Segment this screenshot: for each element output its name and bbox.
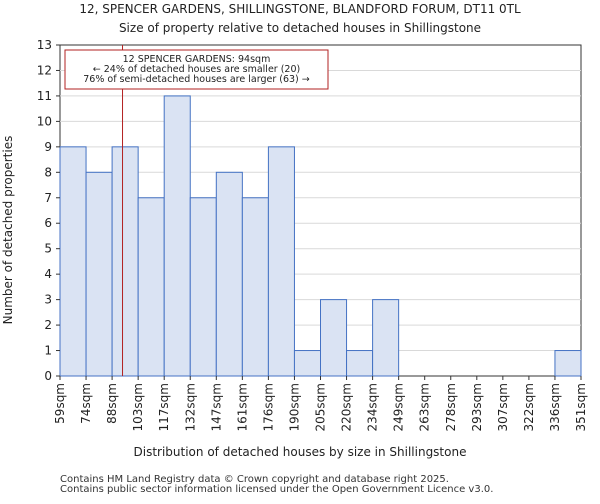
- y-tick-label: 0: [44, 369, 52, 383]
- x-tick-label: 74sqm: [79, 383, 93, 424]
- y-tick-label: 7: [44, 191, 52, 205]
- x-tick-label: 220sqm: [340, 383, 354, 431]
- bar: [215, 171, 243, 377]
- footer-line2: Contains public sector information licen…: [60, 484, 494, 495]
- bar: [137, 197, 165, 377]
- bar: [320, 299, 348, 377]
- x-tick-label: 205sqm: [314, 383, 328, 431]
- x-tick-label: 88sqm: [105, 383, 119, 424]
- bar: [111, 146, 139, 377]
- bar: [346, 350, 374, 377]
- y-tick-label: 8: [44, 165, 52, 179]
- bar: [372, 299, 400, 377]
- x-tick-label: 249sqm: [392, 383, 406, 431]
- chart-title-line2: Size of property relative to detached ho…: [119, 21, 481, 35]
- x-tick-label: 161sqm: [235, 383, 249, 431]
- x-tick-label: 176sqm: [261, 383, 275, 431]
- x-tick-label: 293sqm: [470, 383, 484, 431]
- x-tick-label: 59sqm: [53, 383, 67, 424]
- y-tick-label: 1: [44, 344, 52, 358]
- bar: [189, 197, 217, 377]
- bar: [85, 171, 113, 377]
- y-tick-label: 5: [44, 242, 52, 256]
- bar: [241, 197, 269, 377]
- bar: [267, 146, 295, 377]
- bar: [163, 95, 191, 377]
- x-tick-label: 322sqm: [522, 383, 536, 431]
- annotation-line-3: 76% of semi-detached houses are larger (…: [83, 74, 310, 85]
- chart-title-line1: 12, SPENCER GARDENS, SHILLINGSTONE, BLAN…: [79, 2, 521, 16]
- x-tick-label: 278sqm: [444, 383, 458, 431]
- x-tick-label: 132sqm: [183, 383, 197, 431]
- x-tick-label: 103sqm: [131, 383, 145, 431]
- annotation-line-2: ← 24% of detached houses are smaller (20…: [93, 64, 300, 75]
- x-tick-label: 117sqm: [157, 383, 171, 431]
- y-tick-label: 4: [44, 267, 52, 281]
- annotation-line-1: 12 SPENCER GARDENS: 94sqm: [123, 54, 271, 65]
- annotation-box: [64, 49, 329, 90]
- y-axis-label: Number of detached properties: [1, 136, 15, 325]
- x-tick-label: 263sqm: [418, 383, 432, 431]
- bar: [554, 350, 582, 377]
- x-tick-label: 336sqm: [548, 383, 562, 431]
- x-axis-label: Distribution of detached houses by size …: [134, 445, 467, 459]
- bar: [293, 350, 322, 377]
- y-tick-label: 11: [37, 89, 52, 103]
- x-tick-label: 190sqm: [287, 383, 301, 431]
- y-tick-label: 12: [37, 63, 52, 77]
- x-tick-label: 234sqm: [366, 383, 380, 431]
- y-tick-label: 3: [44, 293, 52, 307]
- footer-line1: Contains HM Land Registry data © Crown c…: [60, 474, 449, 485]
- x-tick-label: 147sqm: [209, 383, 223, 431]
- bar: [59, 146, 87, 377]
- x-tick-label: 307sqm: [496, 383, 510, 431]
- y-tick-label: 6: [44, 216, 52, 230]
- y-tick-label: 10: [37, 114, 52, 128]
- y-tick-label: 9: [44, 140, 52, 154]
- x-tick-label: 351sqm: [574, 383, 588, 431]
- y-tick-label: 2: [44, 318, 52, 332]
- y-tick-label: 13: [37, 38, 52, 52]
